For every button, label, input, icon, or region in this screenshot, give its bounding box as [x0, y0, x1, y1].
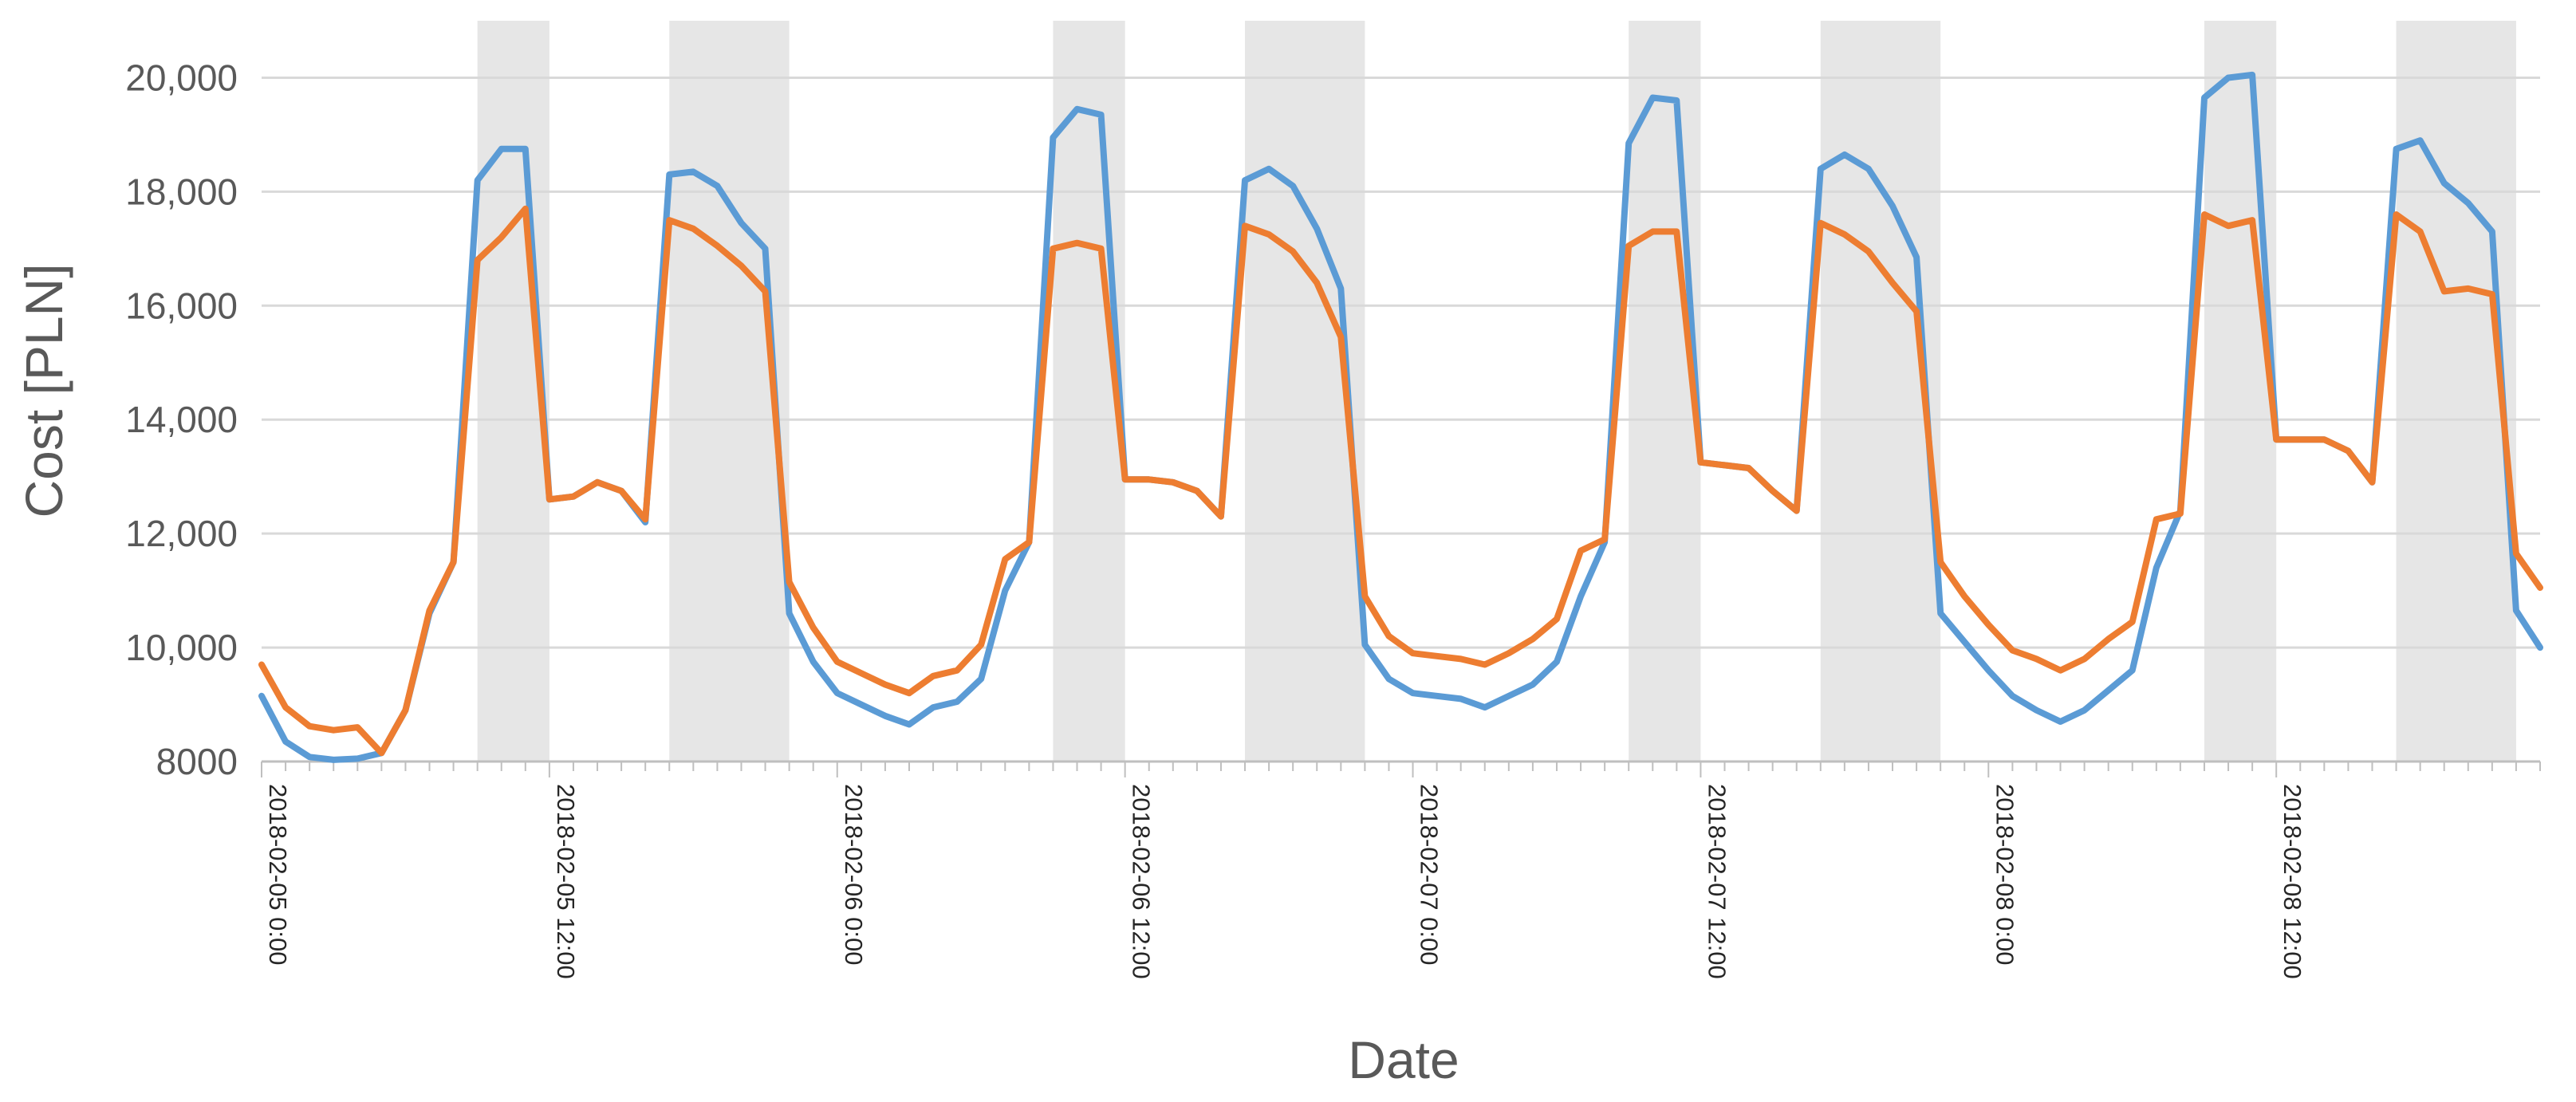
shaded-period-2	[669, 21, 790, 762]
shaded-period-6	[1820, 21, 1941, 762]
y-tick-label: 14,000	[125, 399, 238, 440]
y-tick-label: 10,000	[125, 627, 238, 668]
series-lines	[258, 71, 2543, 763]
y-tick-label: 18,000	[125, 171, 238, 212]
y-tick-labels: 8000 10,000 12,000 14,000 16,000 18,000 20,000	[125, 57, 238, 782]
x-tick-label: 2018-02-07 0:00	[1416, 784, 1444, 966]
y-tick-label: 12,000	[125, 513, 238, 554]
x-tick-label: 2018-02-07 12:00	[1703, 784, 1731, 979]
shaded-period-7	[2204, 21, 2277, 762]
y-tick-label: 8000	[156, 741, 238, 782]
shaded-periods	[477, 21, 2516, 762]
x-axis-title: Date	[1348, 1030, 1459, 1089]
x-tick-label: 2018-02-06 12:00	[1128, 784, 1156, 979]
x-tick-label: 2018-02-08 12:00	[2279, 784, 2306, 979]
y-tick-label: 16,000	[125, 285, 238, 326]
series-line-2	[258, 205, 2543, 757]
x-tick-label: 2018-02-08 0:00	[1991, 784, 2019, 966]
y-tick-label: 20,000	[125, 57, 238, 98]
shaded-period-5	[1629, 21, 1701, 762]
y-axis-title: Cost [PLN]	[14, 263, 73, 518]
x-tick-label: 2018-02-05 0:00	[264, 784, 292, 966]
x-axis	[261, 760, 2541, 777]
horizontal-gridlines	[262, 76, 2540, 649]
series-line-1	[258, 71, 2543, 763]
x-tick-label: 2018-02-06 0:00	[840, 784, 868, 966]
x-tick-label: 2018-02-05 12:00	[552, 784, 580, 979]
x-tick-labels: 2018-02-05 0:00 2018-02-05 12:00 2018-02-0…	[264, 784, 2306, 979]
